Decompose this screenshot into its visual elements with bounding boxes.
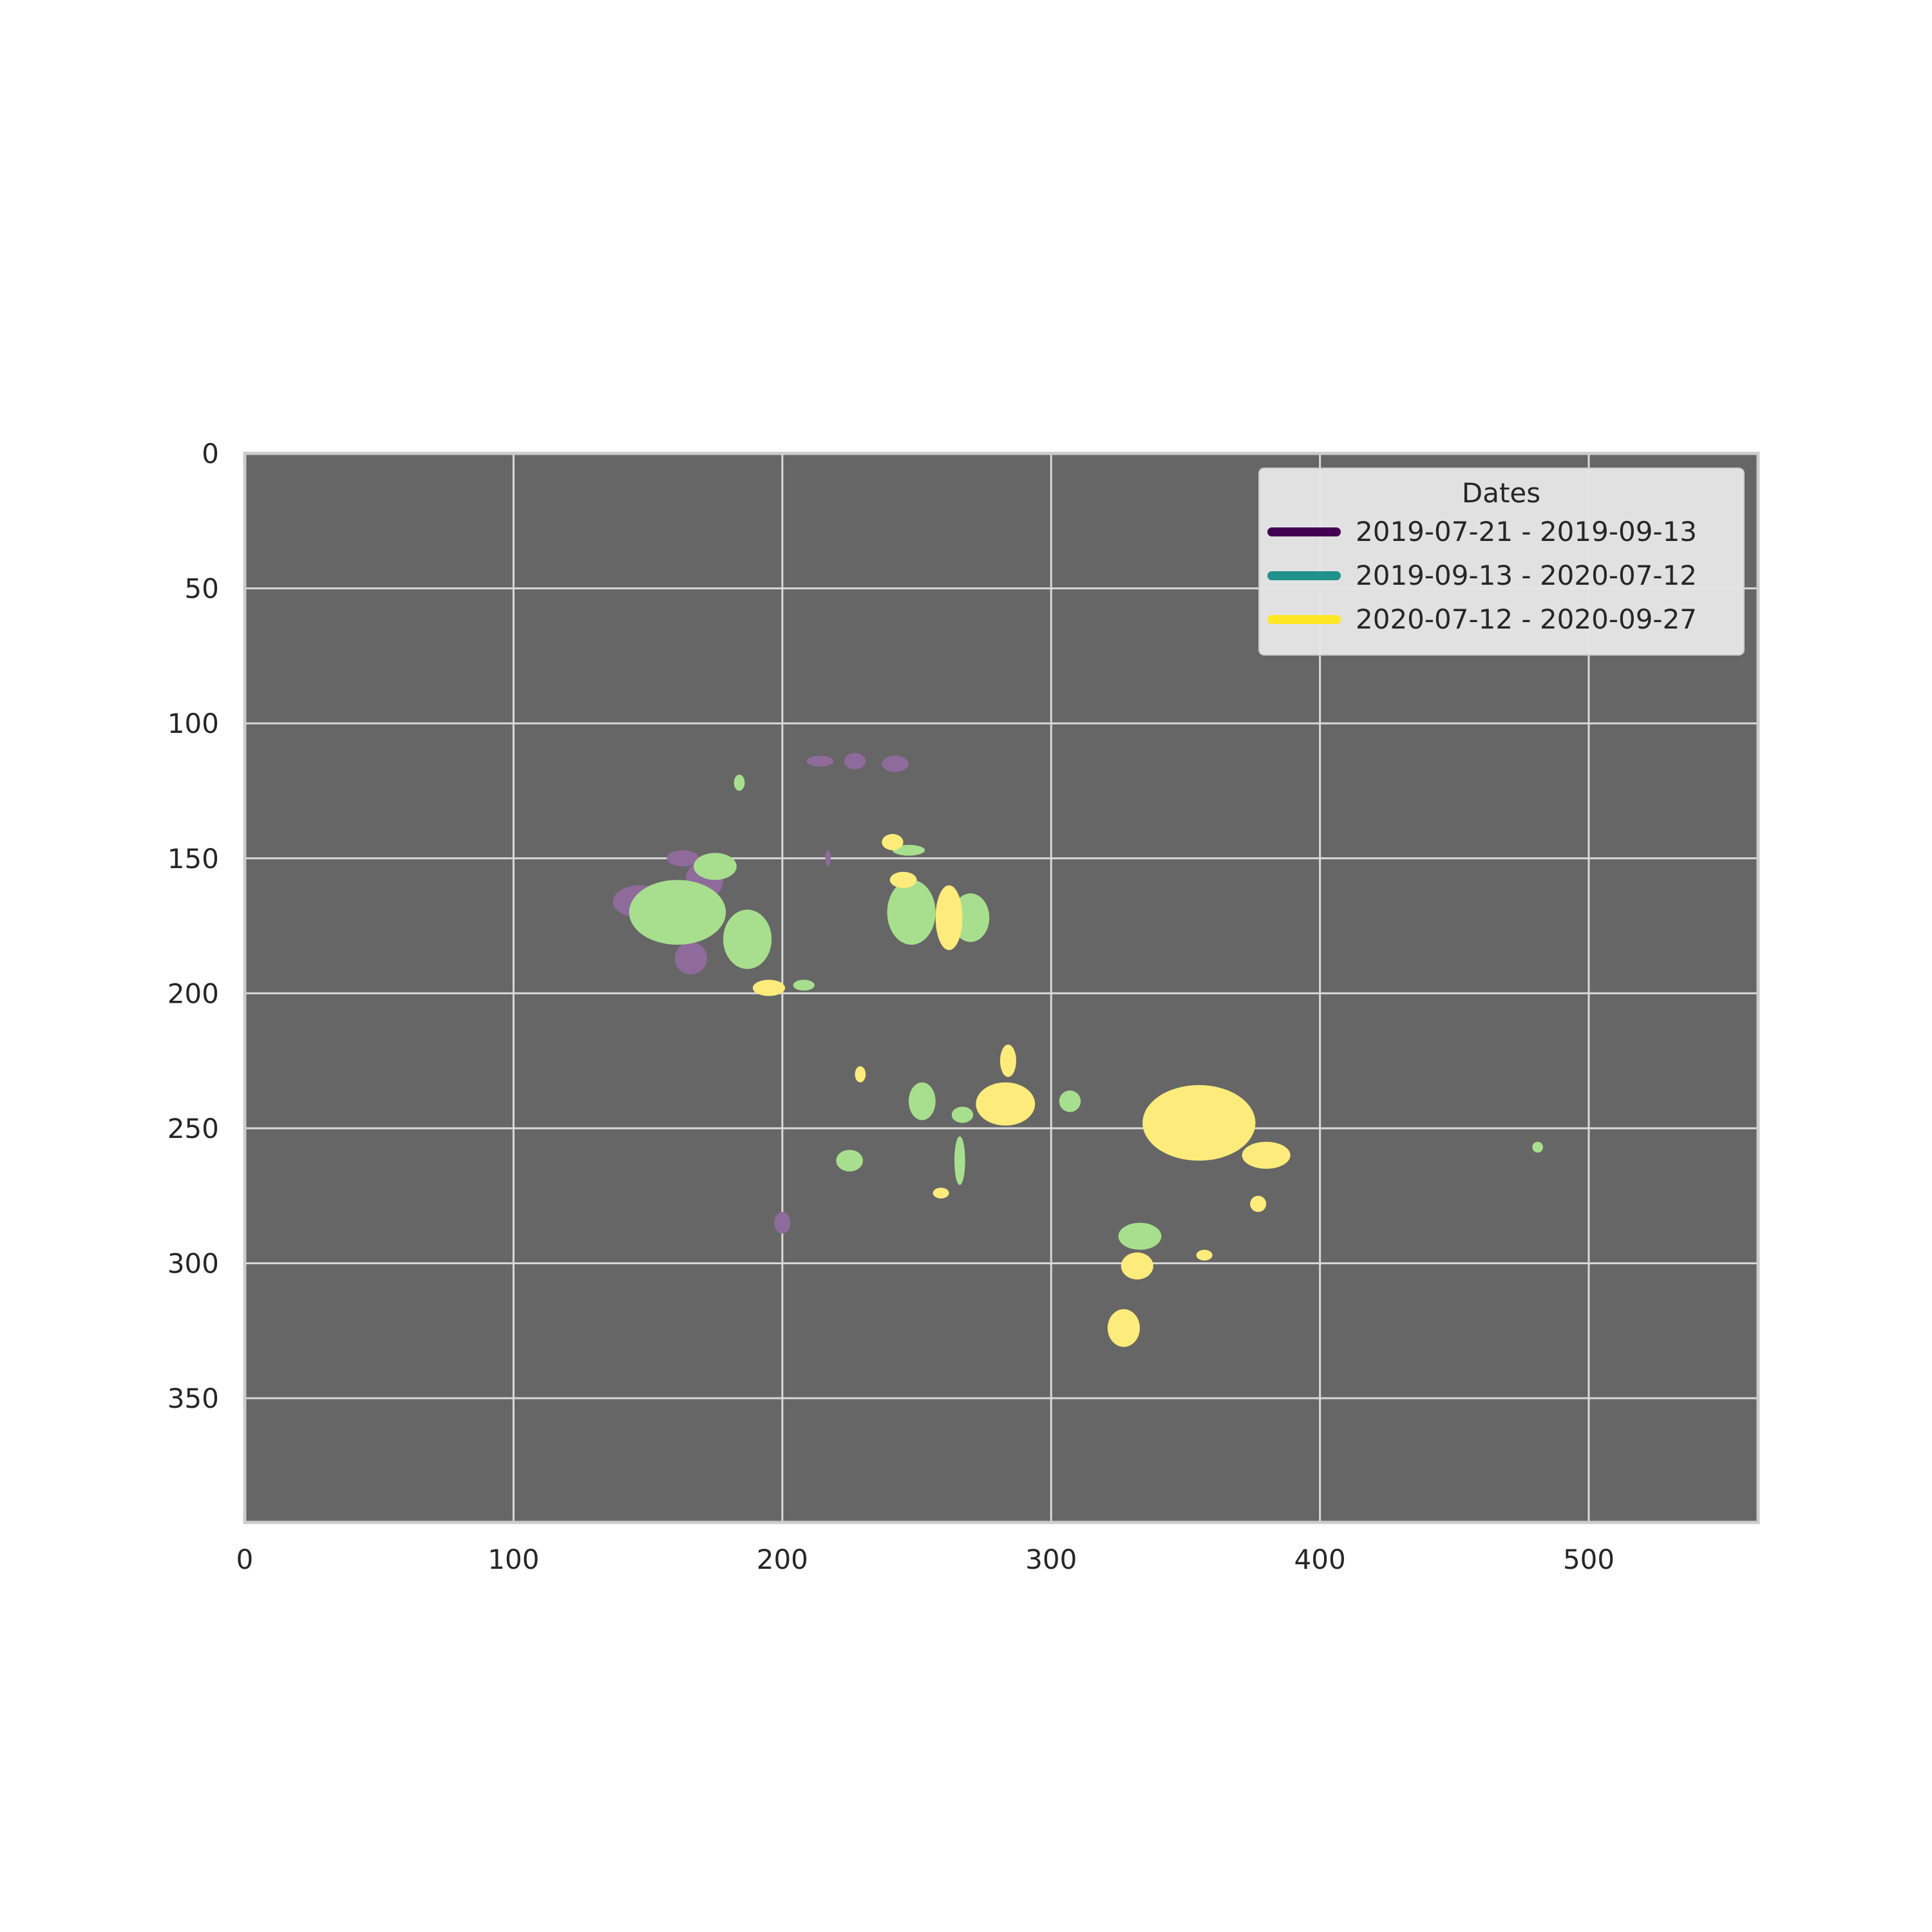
region-patch-2	[1059, 1090, 1081, 1112]
region-patch-3	[999, 1045, 1016, 1077]
region-patch-1	[674, 942, 707, 975]
region-patch-1	[844, 753, 866, 770]
region-patch-2	[1532, 1141, 1544, 1153]
x-tick-label: 100	[488, 1544, 539, 1575]
region-patch-1	[667, 850, 699, 867]
plot-frame	[243, 451, 1760, 1524]
region-patch-1	[806, 755, 834, 767]
region-patch-3	[889, 871, 917, 888]
y-tick-label: 100	[167, 708, 219, 739]
legend: Dates 2019-07-21 - 2019-09-13 2019-09-13 …	[1258, 468, 1745, 656]
region-patch-3	[1121, 1252, 1153, 1280]
y-tick-label: 250	[167, 1113, 219, 1144]
region-patch-2	[734, 774, 745, 791]
region-patch-1	[882, 755, 909, 772]
region-patch-2	[1118, 1222, 1162, 1250]
region-patch-2	[908, 1082, 936, 1121]
region-patch-3	[1250, 1195, 1267, 1212]
x-tick-label: 300	[1025, 1544, 1077, 1575]
legend-label: 2020-07-12 - 2020-09-27	[1356, 603, 1697, 635]
y-tick-label: 50	[185, 573, 219, 605]
regions	[612, 753, 1544, 1347]
region-patch-2	[629, 880, 726, 945]
legend-box	[1258, 468, 1745, 656]
region-patch-2	[793, 980, 815, 991]
x-tick-label: 400	[1294, 1544, 1346, 1575]
region-patch-2	[887, 880, 936, 945]
x-tick-label: 500	[1563, 1544, 1615, 1575]
legend-title: Dates	[1462, 477, 1540, 509]
region-patch-2	[836, 1150, 864, 1172]
region-patch-3	[882, 834, 904, 851]
region-patch-1	[825, 850, 831, 867]
x-tick-label: 0	[236, 1544, 254, 1575]
y-tick-label: 350	[167, 1383, 219, 1414]
region-patch-1	[774, 1211, 791, 1234]
region-patch-2	[954, 1136, 965, 1186]
region-patch-3	[933, 1188, 949, 1198]
y-tick-label: 0	[202, 438, 219, 469]
region-patch-2	[892, 844, 925, 856]
region-patch-2	[951, 1106, 974, 1123]
region-patch-3	[1142, 1084, 1256, 1161]
legend-label: 2019-07-21 - 2019-09-13	[1356, 516, 1697, 547]
region-patch-3	[1107, 1309, 1140, 1347]
region-patch-2	[694, 853, 737, 880]
region-patch-3	[1196, 1249, 1213, 1261]
region-patch-3	[1242, 1141, 1291, 1169]
y-tick-label: 200	[167, 978, 219, 1009]
y-tick-label: 150	[167, 843, 219, 875]
region-patch-3	[935, 885, 963, 951]
region-patch-2	[723, 909, 772, 969]
x-tick-label: 200	[757, 1544, 808, 1575]
region-patch-3	[855, 1066, 866, 1083]
legend-label: 2019-09-13 - 2020-07-12	[1356, 560, 1697, 591]
y-tick-label: 300	[167, 1248, 219, 1280]
region-patch-3	[752, 980, 785, 996]
region-patch-3	[976, 1082, 1036, 1126]
tick-labels: 0 100 200 300 400 500 0 50 100 150 200 250 300 350	[167, 438, 1615, 1575]
